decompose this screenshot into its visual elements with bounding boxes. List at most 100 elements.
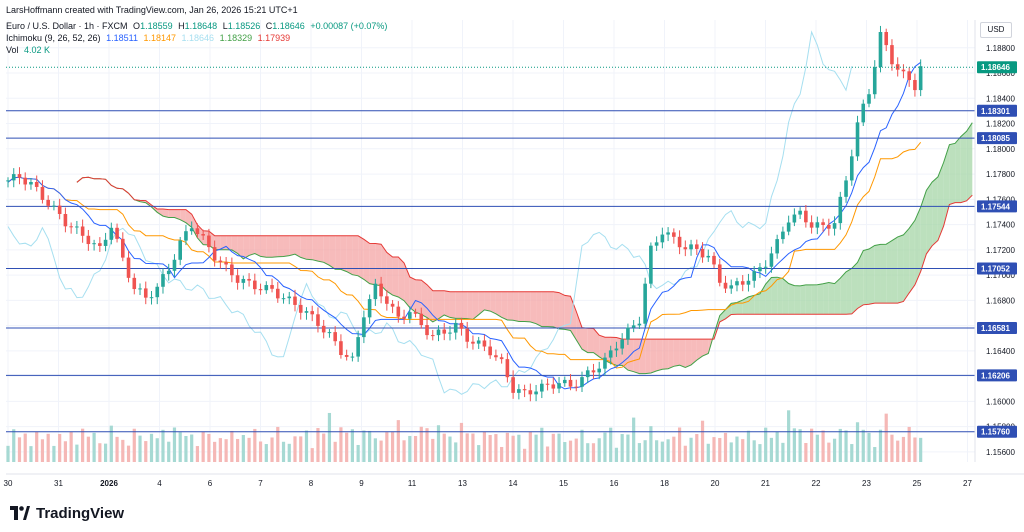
price-tick-label: 1.17000	[986, 271, 1015, 280]
volume-bar	[230, 430, 234, 462]
volume-bar	[907, 426, 911, 462]
volume-bar	[396, 420, 400, 462]
volume-bar	[316, 428, 320, 462]
candle-body	[815, 222, 820, 228]
volume-bar	[413, 436, 418, 462]
symbol-legend[interactable]: Euro / U.S. Dollar · 1h · FXCM O1.18559 …	[6, 21, 390, 32]
volume-bar	[867, 432, 871, 462]
tradingview-logo[interactable]: TradingView	[10, 503, 124, 523]
candle-body	[448, 332, 452, 334]
ichimoku-cloud-segment	[472, 291, 479, 320]
volume-bar	[115, 436, 119, 462]
candle-body	[821, 222, 825, 225]
symbol-name[interactable]: Euro / U.S. Dollar · 1h · FXCM	[6, 21, 128, 31]
candle-body	[115, 227, 119, 239]
level-price-tag	[977, 369, 1017, 382]
ichimoku-name[interactable]: Ichimoku (9, 26, 52, 26)	[6, 33, 101, 43]
volume-bar	[752, 440, 756, 462]
ichimoku-cloud-segment	[277, 235, 284, 257]
volume-bar	[614, 447, 619, 462]
candle-body	[339, 341, 343, 356]
candle-body	[436, 329, 441, 336]
candle-body	[17, 174, 22, 178]
candle-body	[304, 311, 309, 313]
candle-body	[706, 255, 711, 258]
candle-body	[626, 327, 630, 340]
tradingview-logo-icon	[10, 506, 30, 520]
volume-bar	[419, 426, 423, 462]
volume-bar	[545, 446, 550, 462]
ichimoku-cloud-segment	[788, 283, 795, 315]
time-tick-label: 14	[509, 479, 518, 488]
volume-bar	[551, 433, 555, 462]
volume-bar	[436, 425, 441, 462]
candle-body	[763, 266, 768, 268]
candle-body	[494, 355, 498, 358]
volume-bar	[350, 429, 354, 462]
volume-bar	[12, 429, 16, 462]
ichimoku-cloud-segment	[639, 339, 646, 374]
ichimoku-cloud-segment	[392, 256, 399, 298]
ichimoku-cloud-segment	[427, 284, 433, 322]
ichimoku-cloud-segment	[409, 276, 416, 313]
ichimoku-cloud-segment	[272, 235, 278, 258]
candle-body	[258, 289, 263, 291]
candle-body	[212, 247, 217, 261]
ichimoku-cloud-segment	[851, 262, 858, 314]
volume-bar	[408, 435, 412, 462]
currency-button[interactable]: USD	[980, 22, 1012, 38]
ichimoku-cloud-segment	[363, 239, 370, 284]
volume-bar	[356, 444, 360, 462]
ichimoku-cloud-segment	[329, 235, 336, 270]
last-price-tag	[977, 61, 1017, 74]
candle-body	[471, 341, 475, 344]
candle-body	[425, 325, 429, 336]
candle-body	[918, 66, 923, 91]
candle-body	[580, 377, 584, 387]
volume-bar	[299, 436, 303, 462]
ichimoku-cloud-segment	[587, 328, 594, 353]
level-price-tag	[977, 262, 1017, 275]
level-price-tag	[977, 200, 1017, 213]
volume-bar	[660, 441, 664, 462]
ichimoku-cloud-segment	[386, 252, 393, 296]
candle-body	[356, 337, 360, 357]
ichimoku-cloud-segment	[162, 209, 169, 218]
volume-bar	[431, 438, 435, 462]
ichimoku-cloud-segment	[449, 291, 456, 319]
volume-bar	[700, 420, 705, 462]
candle-body	[809, 222, 814, 228]
volume-bar	[69, 431, 73, 462]
ichimoku-cloud-segment	[909, 220, 915, 293]
ichimoku-cloud-segment	[375, 243, 382, 286]
ichimoku-cloud-segment	[673, 339, 680, 367]
ichimoku-cloud-segment	[874, 244, 881, 304]
candle-body	[121, 238, 125, 258]
volume-bar	[161, 429, 165, 462]
volume-bar	[787, 410, 791, 462]
ichimoku-cloud-segment	[914, 207, 921, 285]
candle-body	[792, 214, 797, 223]
candle-body	[631, 325, 636, 328]
ichimoku-cloud-segment	[226, 235, 232, 250]
ichimoku-cloud-segment	[340, 235, 347, 272]
volume-label[interactable]: Vol	[6, 45, 19, 55]
volume-bar	[683, 445, 687, 462]
ichimoku-cloud-segment	[949, 143, 956, 205]
ichimoku-cloud-segment	[777, 277, 783, 315]
price-tick-label: 1.18600	[986, 69, 1015, 78]
ichimoku-cloud-segment	[817, 283, 824, 315]
volume-bar	[896, 440, 900, 462]
volume-bar	[792, 428, 796, 462]
candle-body	[453, 322, 458, 333]
volume-bar	[500, 446, 504, 462]
ichimoku-cloud-segment	[857, 250, 864, 309]
candle-body	[568, 379, 573, 387]
tradingview-brand-name: TradingView	[36, 504, 125, 522]
volume-legend[interactable]: Vol 4.02 K	[6, 45, 53, 56]
ichimoku-legend[interactable]: Ichimoku (9, 26, 52, 26) 1.18511 1.18147…	[6, 33, 293, 44]
price-tick-label: 1.18800	[986, 44, 1015, 53]
candle-body	[890, 45, 894, 65]
ichimoku-cloud-segment	[570, 296, 577, 340]
